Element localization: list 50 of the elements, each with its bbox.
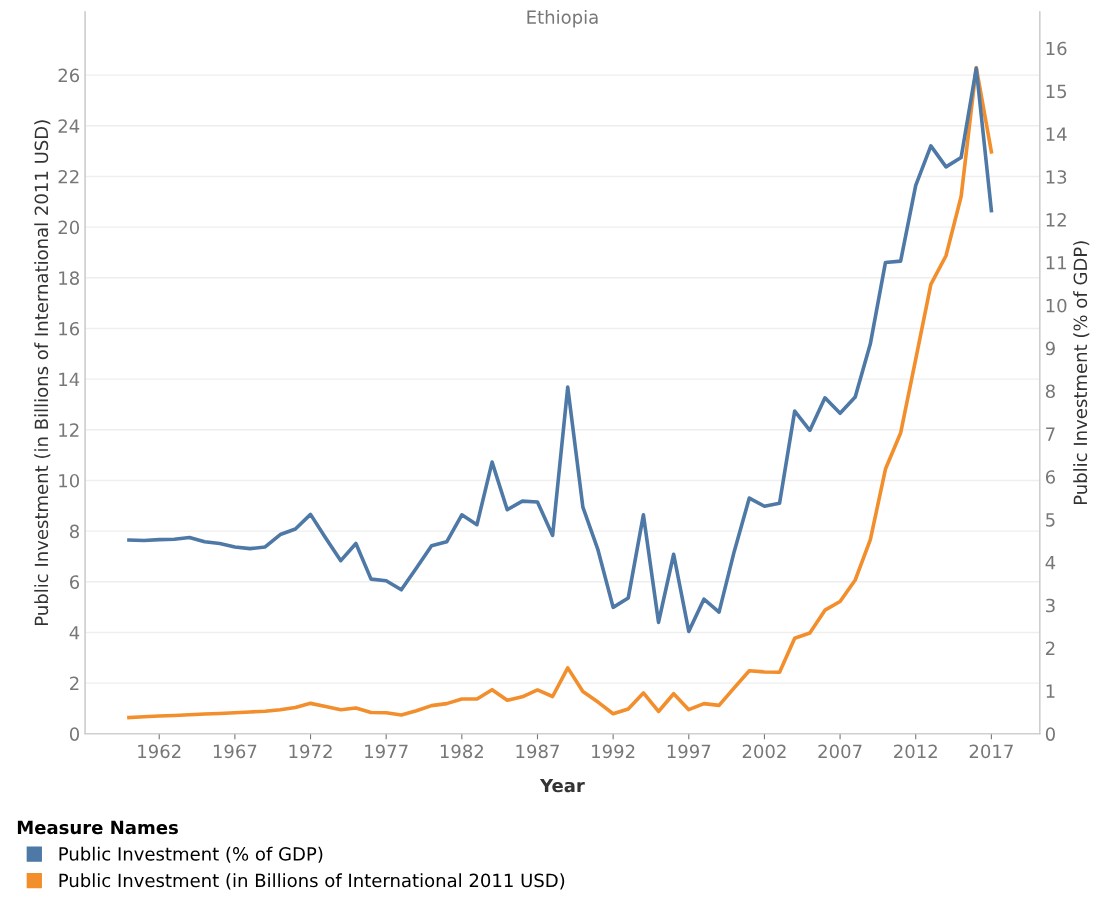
y2-tick-label: 8 <box>1045 384 1055 399</box>
x-tick-label: 2007 <box>818 744 862 759</box>
y-tick-label: 4 <box>69 626 80 640</box>
y-tick-label: 24 <box>58 119 80 133</box>
y2-tick-label: 5 <box>1046 513 1055 527</box>
y2-tick-label: 4 <box>1045 556 1056 570</box>
y2-tick-label: 16 <box>1046 41 1067 56</box>
chart-title: Ethiopia <box>527 9 598 28</box>
x-axis-title: Year <box>539 778 585 793</box>
legend-title: Measure Names <box>17 820 178 835</box>
y-tick-label: 18 <box>59 271 79 285</box>
y-tick-label: 20 <box>58 220 80 235</box>
x-tick-label: 1987 <box>516 744 559 759</box>
y2-tick-label: 14 <box>1046 127 1067 141</box>
y-tick-label: 10 <box>59 473 80 488</box>
x-tick-label: 1982 <box>440 744 483 759</box>
x-tick-label: 1972 <box>289 744 332 759</box>
legend-label: Public Investment (in Billions of International 2011 USD) <box>59 873 565 890</box>
y2-tick-label: 0 <box>1045 727 1055 741</box>
y2-tick-label: 1 <box>1046 684 1055 698</box>
x-tick-label: 1997 <box>667 744 711 759</box>
y2-tick-label: 9 <box>1045 341 1055 356</box>
x-tick-label: 1992 <box>592 744 635 759</box>
y-tick-label: 26 <box>58 68 80 83</box>
y2-tick-label: 6 <box>1045 470 1056 484</box>
y-tick-label: 2 <box>70 676 79 690</box>
x-tick-label: 1977 <box>365 744 408 759</box>
x-tick-label: 2017 <box>969 744 1013 759</box>
x-tick-label: 1967 <box>213 744 257 759</box>
legend-label: Public Investment (% of GDP) <box>59 846 323 863</box>
y2-axis-title: Public Investment (% of GDP) <box>1073 241 1090 505</box>
y2-tick-label: 2 <box>1045 641 1055 655</box>
y-tick-label: 12 <box>59 423 79 437</box>
x-tick-label: 1962 <box>138 744 181 759</box>
y-tick-label: 14 <box>59 372 80 386</box>
y2-tick-label: 11 <box>1046 256 1066 270</box>
y-axis-title: Public Investment (in Billions of International 2011 USD) <box>34 120 51 625</box>
y-tick-label: 6 <box>70 575 80 589</box>
y2-tick-label: 12 <box>1046 213 1066 227</box>
y-tick-label: 8 <box>69 524 79 539</box>
y2-tick-label: 15 <box>1046 84 1067 99</box>
y-tick-label: 22 <box>58 169 79 184</box>
x-tick-label: 2012 <box>894 744 937 759</box>
y2-tick-label: 13 <box>1046 170 1067 184</box>
y-tick-label: 16 <box>59 321 80 336</box>
y2-tick-label: 3 <box>1046 598 1055 613</box>
y2-tick-label: 7 <box>1046 427 1055 441</box>
x-tick-label: 2002 <box>742 744 786 759</box>
y-tick-label: 0 <box>69 727 80 741</box>
y2-tick-label: 10 <box>1046 298 1067 313</box>
